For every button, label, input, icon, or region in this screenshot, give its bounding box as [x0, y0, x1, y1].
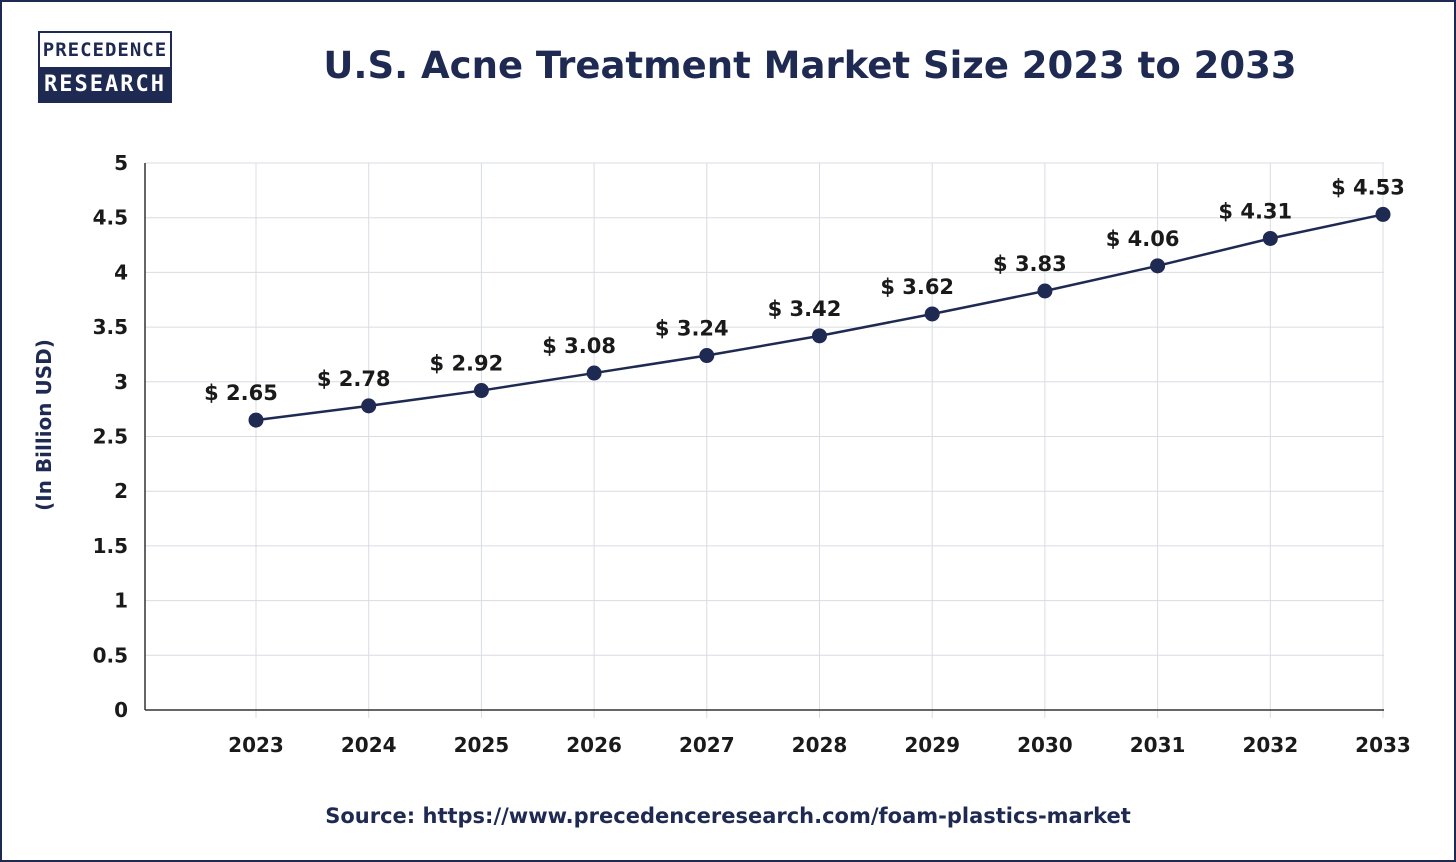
- data-point: [924, 306, 940, 322]
- y-tick-label: 5: [114, 151, 128, 175]
- data-label: $ 3.83: [993, 252, 1067, 276]
- source-note: Source: https://www.precedenceresearch.c…: [325, 804, 1131, 828]
- chart-title: U.S. Acne Treatment Market Size 2023 to …: [323, 44, 1297, 87]
- logo-line-1: PRECEDENCE: [40, 33, 170, 67]
- x-tick-label: 2033: [1355, 733, 1411, 757]
- y-tick-label: 4: [114, 260, 128, 284]
- y-tick-label: 2: [114, 479, 128, 503]
- data-point: [586, 365, 602, 381]
- y-tick-label: 3.5: [93, 315, 128, 339]
- data-point: [1375, 206, 1391, 222]
- x-tick-label: 2032: [1242, 733, 1298, 757]
- x-tick-label: 2028: [792, 733, 848, 757]
- data-label: $ 3.24: [655, 317, 729, 341]
- y-tick-label: 2.5: [93, 425, 128, 449]
- y-tick-label: 3: [114, 370, 128, 394]
- precedence-research-logo: PRECEDENCE RESEARCH: [38, 31, 172, 103]
- x-tick-label: 2023: [228, 733, 284, 757]
- x-tick-label: 2031: [1130, 733, 1186, 757]
- y-tick-label: 1: [114, 589, 128, 613]
- data-label: $ 2.92: [430, 352, 504, 376]
- data-point: [361, 398, 377, 414]
- x-tick-label: 2024: [341, 733, 397, 757]
- data-label: $ 3.08: [542, 334, 616, 358]
- data-point: [1262, 230, 1278, 246]
- data-label: $ 4.31: [1218, 199, 1292, 223]
- y-tick-label: 0: [114, 698, 128, 722]
- x-tick-label: 2029: [904, 733, 960, 757]
- data-label: $ 3.42: [768, 297, 842, 321]
- data-point: [248, 412, 264, 428]
- data-point: [1150, 258, 1166, 274]
- y-tick-label: 4.5: [93, 206, 128, 230]
- data-label: $ 4.53: [1331, 175, 1405, 199]
- data-label: $ 4.06: [1106, 227, 1180, 251]
- logo-line-2: RESEARCH: [40, 67, 170, 101]
- x-tick-label: 2025: [454, 733, 510, 757]
- data-point: [812, 328, 827, 344]
- data-point: [1037, 283, 1053, 299]
- data-label: $ 2.78: [317, 367, 391, 391]
- data-point: [699, 348, 715, 364]
- y-tick-label: 0.5: [93, 643, 128, 667]
- data-label: $ 3.62: [880, 275, 954, 299]
- data-point: [473, 383, 489, 399]
- y-tick-label: 1.5: [93, 534, 128, 558]
- data-label: $ 2.65: [204, 381, 278, 405]
- x-tick-label: 2027: [679, 733, 735, 757]
- x-tick-label: 2030: [1017, 733, 1073, 757]
- x-tick-label: 2026: [566, 733, 622, 757]
